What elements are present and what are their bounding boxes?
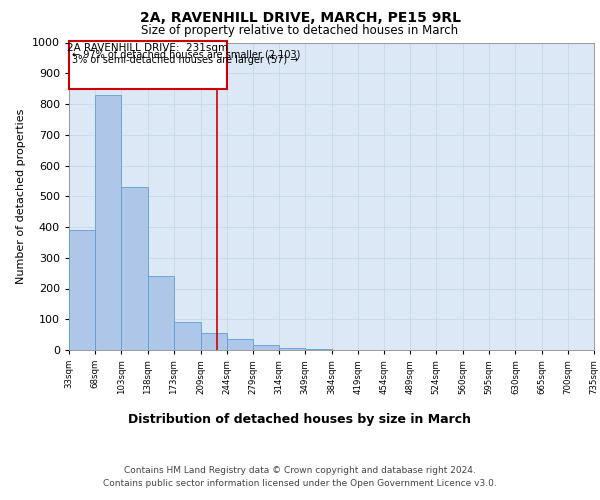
Text: Distribution of detached houses by size in March: Distribution of detached houses by size …	[128, 412, 472, 426]
Bar	[305, 349, 331, 350]
Text: 2A, RAVENHILL DRIVE, MARCH, PE15 9RL: 2A, RAVENHILL DRIVE, MARCH, PE15 9RL	[139, 11, 461, 25]
Text: 3% of semi-detached houses are larger (57) →: 3% of semi-detached houses are larger (5…	[72, 55, 298, 65]
Bar	[174, 322, 200, 350]
Text: Contains public sector information licensed under the Open Government Licence v3: Contains public sector information licen…	[103, 479, 497, 488]
Bar	[121, 187, 148, 350]
Bar	[148, 276, 174, 350]
Bar	[95, 95, 121, 350]
Text: Contains HM Land Registry data © Crown copyright and database right 2024.: Contains HM Land Registry data © Crown c…	[124, 466, 476, 475]
Text: ← 97% of detached houses are smaller (2,103): ← 97% of detached houses are smaller (2,…	[72, 50, 301, 59]
Y-axis label: Number of detached properties: Number of detached properties	[16, 108, 26, 284]
Bar	[279, 348, 305, 350]
Bar	[69, 41, 227, 89]
Text: Size of property relative to detached houses in March: Size of property relative to detached ho…	[142, 24, 458, 37]
Bar	[69, 230, 95, 350]
Bar	[253, 346, 279, 350]
Text: 2A RAVENHILL DRIVE:  231sqm: 2A RAVENHILL DRIVE: 231sqm	[67, 44, 229, 54]
Bar	[200, 333, 227, 350]
Bar	[227, 339, 253, 350]
